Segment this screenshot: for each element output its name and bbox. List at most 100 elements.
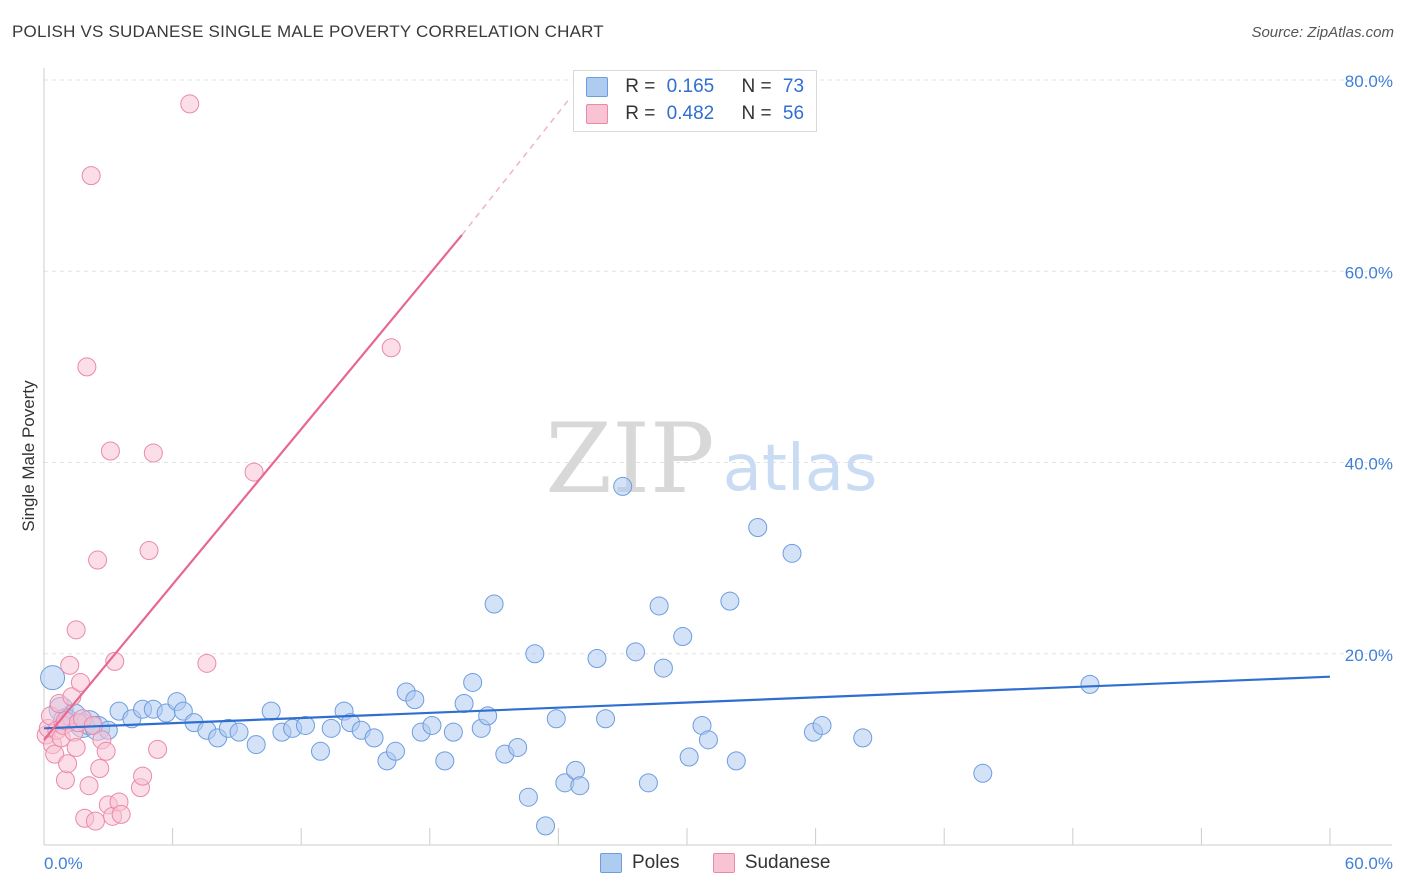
y-tick-label: 40.0% <box>1345 455 1393 474</box>
series-poles <box>40 476 1100 836</box>
trend-lines <box>43 98 1331 741</box>
data-point <box>463 672 483 692</box>
watermark-atlas: atlas <box>723 432 878 506</box>
data-point <box>180 94 200 114</box>
tick-labels: 20.0% 40.0% 60.0% 80.0% 0.0% 60.0% <box>44 72 1393 873</box>
bottom-legend-sudanese: Sudanese <box>712 852 831 874</box>
data-point <box>653 658 673 678</box>
trend-line-poles <box>43 675 1331 730</box>
data-point <box>587 649 607 669</box>
data-point <box>364 728 384 748</box>
data-point <box>454 693 474 713</box>
data-point <box>638 773 658 793</box>
data-point <box>518 787 538 807</box>
trend-line-sudanese <box>43 234 463 741</box>
data-point <box>85 811 105 831</box>
data-point <box>443 722 463 742</box>
bottom-legend-swatch-poles <box>600 853 622 873</box>
data-point <box>96 741 116 761</box>
bottom-legend: Poles Sudanese <box>600 852 858 879</box>
data-point <box>244 462 264 482</box>
data-point <box>698 730 718 750</box>
legend-row-poles: R = 0.165 N = 73 <box>586 76 804 98</box>
data-point <box>973 763 993 783</box>
data-point <box>66 737 86 757</box>
data-point <box>66 620 86 640</box>
data-point <box>649 596 669 616</box>
data-point <box>626 642 646 662</box>
watermark-zip: ZIP <box>545 403 714 515</box>
data-point <box>405 690 425 710</box>
data-point <box>812 715 832 735</box>
y-tick-label: 60.0% <box>1345 263 1393 282</box>
data-point <box>484 594 504 614</box>
data-point <box>720 591 740 611</box>
data-point <box>613 476 633 496</box>
data-point <box>853 728 873 748</box>
data-point <box>139 540 159 560</box>
legend-r-label: R = <box>625 76 656 97</box>
data-point <box>60 655 80 675</box>
data-point <box>246 735 266 755</box>
data-point <box>77 357 97 377</box>
data-point <box>197 653 217 673</box>
data-point <box>596 709 616 729</box>
trend-extension-sudanese <box>461 98 570 236</box>
data-point <box>70 672 90 692</box>
data-point <box>782 543 802 563</box>
data-point <box>81 166 101 186</box>
legend-r-value: 0.165 <box>666 76 715 97</box>
data-point <box>148 739 168 759</box>
legend-n-value: 56 <box>782 103 805 124</box>
x-tick-label: 60.0% <box>1345 854 1393 873</box>
data-point <box>143 443 163 463</box>
bottom-legend-label-poles: Poles <box>632 852 680 873</box>
data-point <box>90 759 110 778</box>
data-point <box>536 816 556 836</box>
data-point <box>546 709 566 729</box>
data-point <box>525 644 545 664</box>
x-tick-label: 0.0% <box>44 854 83 873</box>
data-point <box>435 751 455 771</box>
data-point <box>45 744 65 764</box>
data-point <box>1080 674 1100 694</box>
data-point <box>673 627 693 647</box>
legend: R = 0.165 N = 73 R = 0.482 N = 56 <box>573 70 817 132</box>
legend-r-label: R = <box>625 103 656 124</box>
bottom-legend-poles: Poles <box>600 852 680 874</box>
data-point <box>229 722 249 742</box>
legend-swatch-sudanese <box>586 103 608 124</box>
data-point <box>321 718 341 738</box>
bottom-legend-swatch-sudanese <box>712 853 735 873</box>
legend-n-label: N = <box>741 76 772 97</box>
y-axis-label: Single Male Poverty <box>19 380 38 532</box>
legend-swatch-poles <box>586 76 608 97</box>
chart-source: Source: ZipAtlas.com <box>1251 24 1394 41</box>
grid-lines <box>44 79 1392 655</box>
data-point <box>105 651 125 671</box>
data-point <box>100 441 120 461</box>
legend-n-value: 73 <box>782 76 805 97</box>
data-point <box>508 737 528 757</box>
data-point <box>55 770 75 790</box>
data-point <box>570 776 590 796</box>
data-point <box>58 754 78 774</box>
legend-row-sudanese: R = 0.482 N = 56 <box>586 103 804 125</box>
data-point <box>88 550 108 570</box>
data-point <box>79 776 99 796</box>
data-point <box>111 804 131 824</box>
data-point <box>40 665 66 691</box>
data-point <box>748 518 768 538</box>
data-point <box>422 715 442 735</box>
legend-n-label: N = <box>741 103 772 124</box>
data-point <box>679 747 699 767</box>
chart-title: POLISH VS SUDANESE SINGLE MALE POVERTY C… <box>12 22 604 41</box>
bottom-legend-label-sudanese: Sudanese <box>744 852 831 873</box>
data-point <box>381 338 401 358</box>
data-point <box>295 715 315 735</box>
data-point <box>261 701 281 721</box>
y-tick-label: 80.0% <box>1345 72 1393 91</box>
legend-r-value: 0.482 <box>666 103 715 124</box>
y-tick-label: 20.0% <box>1345 646 1393 665</box>
